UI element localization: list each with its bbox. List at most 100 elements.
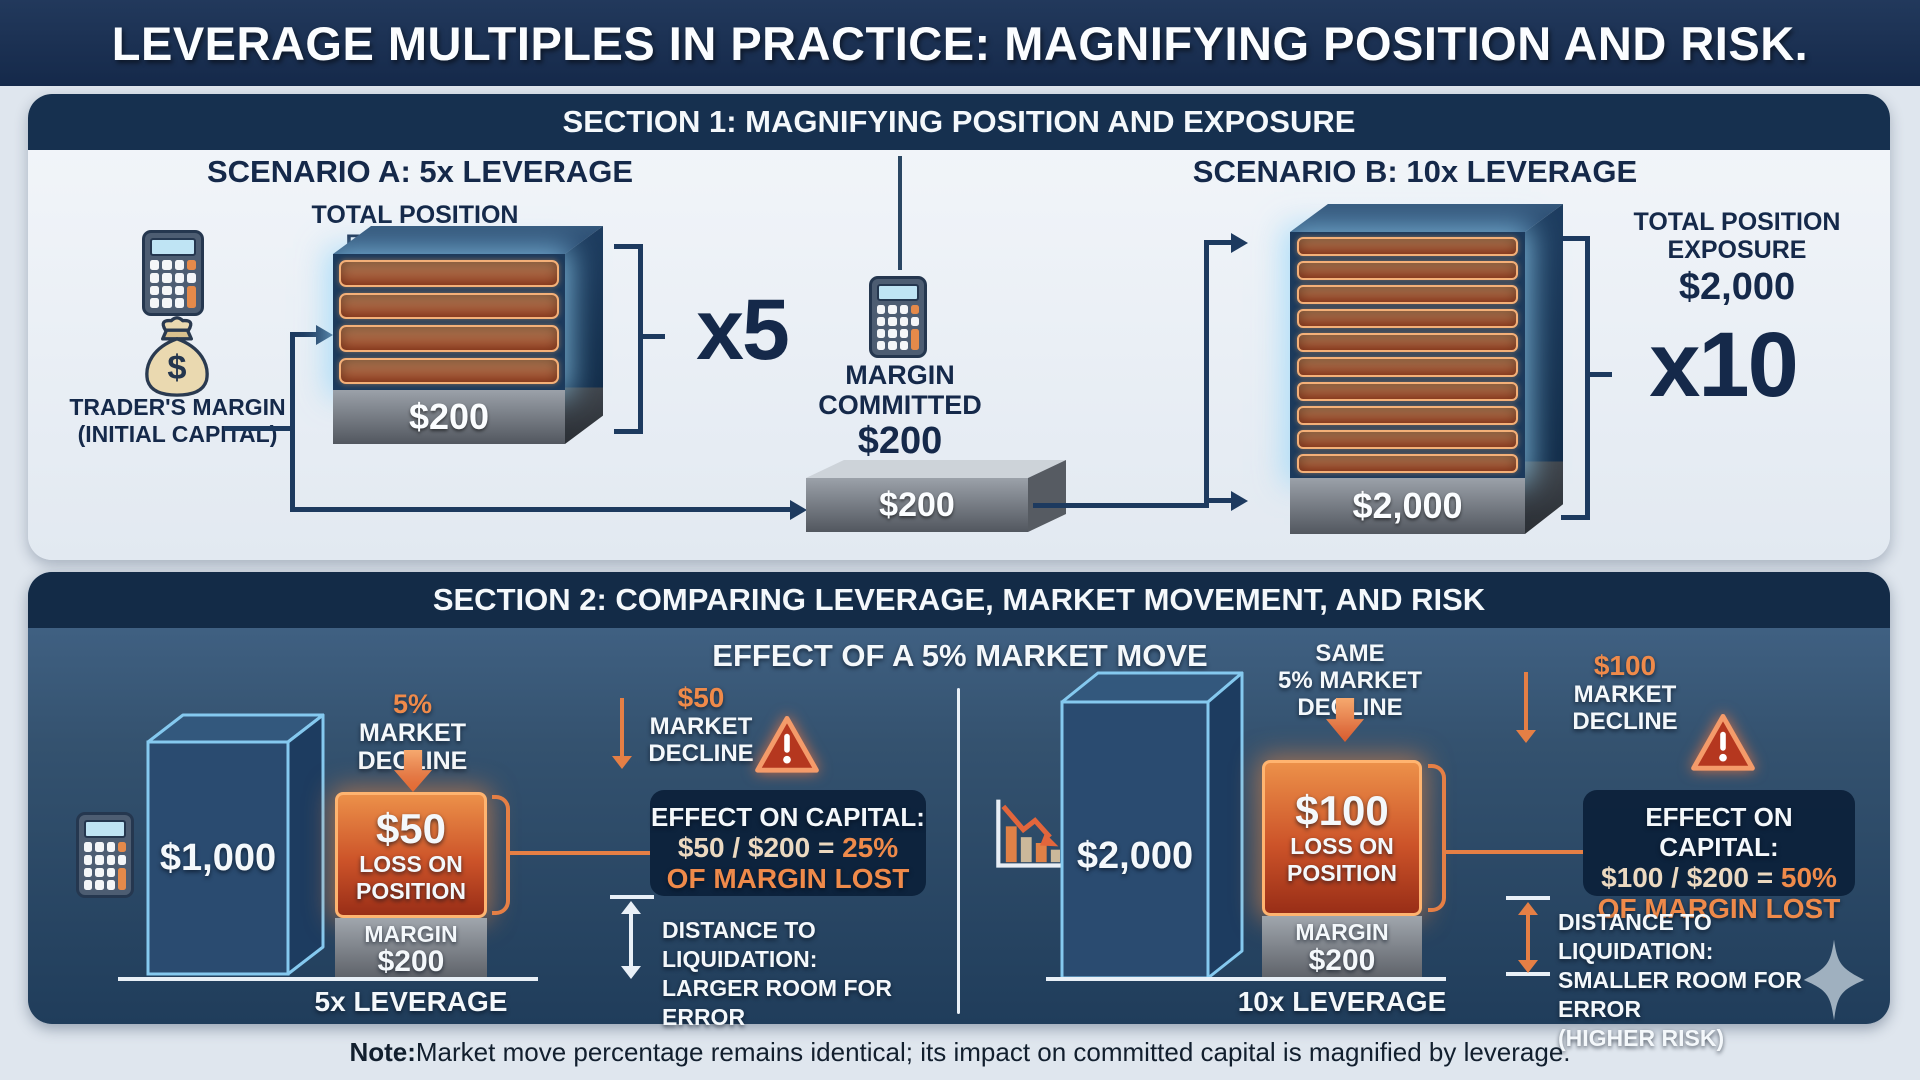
connector-line — [1204, 240, 1232, 245]
distance-label-5x: DISTANCE TO LIQUIDATION: LARGER ROOM FOR… — [662, 917, 892, 1030]
bracket-b-stub — [1588, 372, 1612, 377]
margin-committed-label: MARGIN COMMITTED $200 — [818, 360, 982, 462]
calculator-icon — [76, 812, 134, 898]
position-box-5x-value: $1,000 — [159, 836, 277, 879]
liquidation-tick — [1506, 972, 1550, 976]
warning-icon — [755, 715, 819, 773]
stack-b-exposure — [1290, 232, 1525, 478]
leverage-label-5x: 5x LEVERAGE — [314, 986, 508, 1017]
connector-line — [1204, 240, 1209, 508]
position-box-10x — [1060, 671, 1244, 980]
liquidation-tick — [610, 895, 654, 899]
exposure-bar — [339, 292, 559, 319]
liquidation-arrowhead-up — [621, 901, 641, 914]
calculator-icon — [869, 276, 927, 358]
title-band: LEVERAGE MULTIPLES IN PRACTICE: MAGNIFYI… — [0, 0, 1920, 86]
loss-value: $100 — [1295, 787, 1389, 834]
bracket-a — [638, 244, 643, 434]
scenario-b-exposure-label: TOTAL POSITION EXPOSURE $2,000 — [1633, 208, 1841, 308]
scenario-a-title: SCENARIO A: 5x LEVERAGE — [206, 154, 634, 189]
calculator-keys — [84, 842, 126, 890]
sparkle-icon — [1803, 939, 1865, 1021]
scenario-b-title: SCENARIO B: 10x LEVERAGE — [1192, 154, 1638, 189]
distance-label-10x: DISTANCE TO LIQUIDATION: SMALLER ROOM FO… — [1558, 909, 1803, 1051]
bracket-b-stub — [1561, 515, 1587, 520]
position-box-10x-value: $2,000 — [1076, 834, 1194, 877]
section2-header: SECTION 2: COMPARING LEVERAGE, MARKET MO… — [28, 572, 1890, 628]
svg-text:$: $ — [167, 349, 186, 387]
connector-line — [224, 426, 290, 431]
loss-value: $50 — [375, 805, 447, 852]
exposure-bar — [1297, 237, 1518, 257]
declining-chart-icon — [996, 799, 1065, 868]
footnote: Note: Market move percentage remains ide… — [0, 1036, 1920, 1068]
stack-a-top-face — [333, 226, 603, 254]
money-bag-icon: $ — [145, 316, 209, 397]
calculator-icon — [142, 230, 204, 316]
bracket-b — [1585, 236, 1590, 520]
baseline-10x — [1046, 977, 1446, 981]
margin-slab: $200 — [806, 478, 1028, 532]
liquidation-arrowhead-up — [1518, 902, 1538, 915]
bracket-a-stub — [641, 334, 665, 339]
margin-box-5x: MARGIN $200 — [335, 918, 487, 978]
exposure-bar — [1297, 429, 1518, 449]
section1-header-label: SECTION 1: MAGNIFYING POSITION AND EXPOS… — [562, 104, 1356, 139]
footnote-text: Market move percentage remains identical… — [415, 1036, 1571, 1067]
decline-arrow-line — [1524, 672, 1528, 730]
exposure-bar — [339, 357, 559, 384]
market-decline-amount-5x: $50 MARKET DECLINE — [648, 682, 754, 767]
calculator-keys — [877, 305, 919, 350]
loss-box-5x: $50 LOSS ON POSITION — [335, 792, 487, 918]
effect-formula: $100 / $200 = 50% — [1601, 862, 1837, 893]
exposure-bar — [1297, 261, 1518, 281]
exposure-bar — [1297, 381, 1518, 401]
connector-line — [1204, 498, 1232, 503]
calculator-keys — [150, 260, 196, 308]
liquidation-arrow — [629, 910, 633, 972]
market-decline-amount-10x: $100 MARKET DECLINE — [1572, 650, 1678, 735]
liquidation-arrowhead-down — [621, 966, 641, 979]
loss-box-10x: $100 LOSS ON POSITION — [1262, 760, 1422, 916]
effect-box-5x: EFFECT ON CAPITAL: $50 / $200 = 25% OF M… — [650, 790, 926, 896]
loss-bracket-5x — [492, 795, 510, 915]
stack-b-top-face — [1290, 204, 1563, 232]
liquidation-tick — [1506, 896, 1550, 900]
bracket-b-stub — [1561, 236, 1587, 241]
liquidation-arrow — [1526, 912, 1530, 964]
effect-formula: $50 / $200 = 25% — [677, 832, 899, 863]
loss-bracket-10x — [1428, 764, 1446, 912]
exposure-bar — [1297, 405, 1518, 425]
bracket-connector — [1446, 850, 1583, 854]
arrowhead-right — [790, 500, 807, 520]
footnote-bold: Note: — [349, 1036, 416, 1067]
arrowhead-right — [316, 325, 333, 345]
stack-b-side-face — [1525, 204, 1563, 534]
stack-a-margin-base: $200 — [333, 390, 565, 444]
warning-icon — [1691, 713, 1755, 771]
calculator-screen — [84, 820, 126, 838]
calculator-screen — [150, 238, 196, 256]
slab-top-face — [806, 460, 1066, 478]
section2-subtitle: EFFECT OF A 5% MARKET MOVE — [712, 638, 1208, 673]
stack-b-margin-base: $2,000 — [1290, 478, 1525, 534]
leverage-label-10x: 10x LEVERAGE — [1237, 986, 1447, 1017]
decline-arrowhead — [1516, 730, 1536, 743]
arrowhead-right — [1231, 491, 1248, 511]
trader-margin-label: TRADER'S MARGIN (INITIAL CAPITAL) — [69, 394, 286, 447]
connector-line — [290, 332, 295, 512]
liquidation-arrowhead-down — [1518, 960, 1538, 973]
decline-arrowhead — [612, 756, 632, 769]
connector-line — [1033, 503, 1207, 508]
exposure-bar — [1297, 333, 1518, 353]
stack-a-side-face — [565, 226, 603, 444]
baseline-5x — [118, 977, 538, 981]
connector-line — [290, 332, 316, 337]
decline-arrow-line — [620, 698, 624, 756]
section2-divider — [957, 688, 960, 1014]
section2-header-label: SECTION 2: COMPARING LEVERAGE, MARKET MO… — [432, 582, 1486, 617]
page-title: LEVERAGE MULTIPLES IN PRACTICE: MAGNIFYI… — [111, 16, 1809, 70]
bracket-a-stub — [614, 429, 640, 434]
multiplier-x10: x10 — [1649, 313, 1799, 416]
stack-a-bars — [333, 254, 565, 390]
